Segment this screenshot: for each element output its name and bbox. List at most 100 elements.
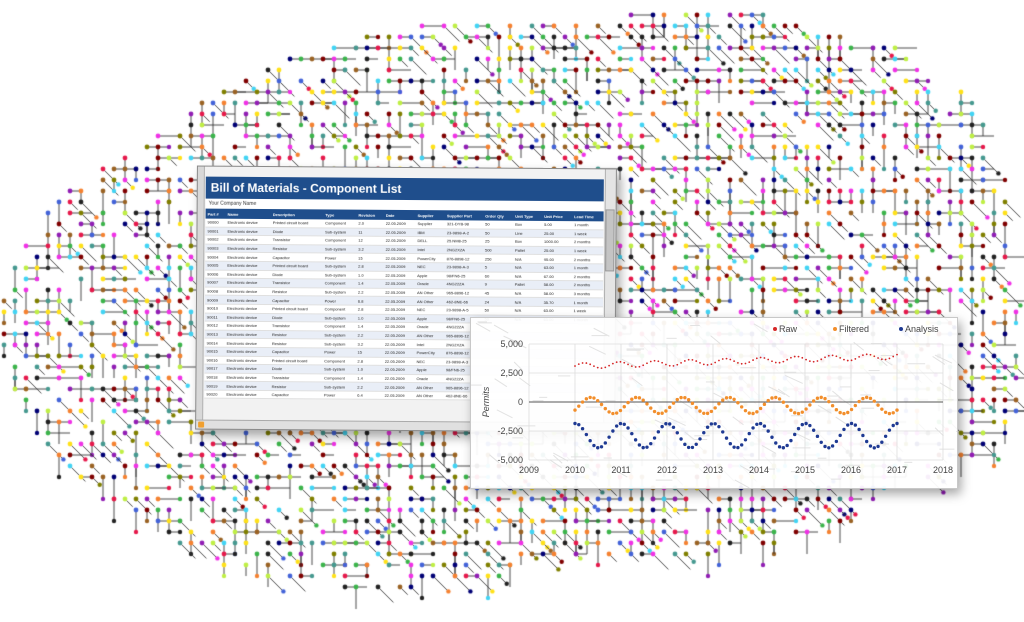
table-cell[interactable]: 90002 (205, 235, 226, 245)
table-cell[interactable]: 90005 (205, 261, 226, 270)
column-header[interactable]: Unit Price (542, 210, 573, 222)
table-cell[interactable]: 3.2 (356, 244, 384, 254)
table-cell[interactable]: Diode (270, 227, 324, 237)
table-cell[interactable]: 2.0 (356, 219, 384, 228)
table-cell[interactable]: Electronic device (225, 252, 271, 262)
table-cell[interactable]: 90016 (204, 355, 225, 365)
table-cell[interactable]: Apple (414, 314, 445, 323)
table-cell[interactable]: Component (322, 279, 356, 288)
table-cell[interactable]: 45 (482, 288, 513, 298)
table-cell[interactable]: Pallet (512, 280, 542, 290)
table-cell[interactable]: Printed circuit board (269, 356, 323, 366)
table-cell[interactable]: 90020 (204, 389, 225, 399)
table-cell[interactable]: 60 (482, 271, 513, 281)
table-cell[interactable]: 22.05.2009 (382, 322, 415, 332)
table-cell[interactable]: 90011 (204, 312, 225, 322)
table-cell[interactable]: Electronic device (224, 372, 270, 382)
table-cell[interactable]: Sub-system (323, 227, 357, 237)
table-cell[interactable]: 67.00 (541, 272, 572, 281)
table-cell[interactable]: N/A (512, 288, 542, 298)
table-cell[interactable]: Capacitor (270, 252, 323, 262)
table-cell[interactable]: 3.2 (355, 339, 383, 349)
table-cell[interactable]: Electronic device (224, 329, 271, 339)
table-cell[interactable]: Power (322, 253, 357, 263)
table-cell[interactable]: 1000.00 (541, 237, 572, 247)
table-cell[interactable]: Component (322, 356, 356, 366)
table-cell[interactable]: 90017 (204, 364, 225, 373)
table-cell[interactable]: 1.0 (355, 365, 383, 375)
table-cell[interactable]: 2 months (571, 237, 604, 247)
table-cell[interactable]: Sub-system (322, 339, 356, 349)
table-cell[interactable]: Sub-system (322, 365, 356, 374)
table-cell[interactable]: NEC (415, 262, 445, 272)
table-cell[interactable]: 25.00 (541, 246, 572, 256)
table-cell[interactable]: Resistor (269, 338, 323, 348)
table-cell[interactable]: Capacitor (270, 295, 323, 305)
table-cell[interactable]: Power (321, 390, 356, 400)
table-cell[interactable]: 1 month (571, 263, 604, 273)
table-cell[interactable]: 90018 (204, 372, 225, 382)
table-cell[interactable]: 22.05.2009 (383, 227, 416, 237)
table-cell[interactable]: Intel (415, 245, 445, 255)
table-cell[interactable]: Pallet (512, 246, 542, 255)
table-cell[interactable]: AN Other (414, 382, 444, 392)
table-cell[interactable]: 1 month (572, 221, 604, 230)
table-cell[interactable]: Capacitor (269, 390, 322, 400)
table-cell[interactable]: Diode (270, 313, 323, 323)
table-cell[interactable]: 22.05.2009 (382, 382, 415, 392)
table-cell[interactable]: 22.05.2009 (383, 305, 415, 315)
table-cell[interactable]: Supplier (415, 220, 445, 229)
table-cell[interactable]: Apple (415, 271, 445, 280)
table-cell[interactable]: 22.05.2009 (383, 270, 416, 280)
table-cell[interactable]: 23-9898-A-3 (444, 262, 483, 272)
table-cell[interactable]: 22.05.2009 (382, 374, 415, 383)
table-cell[interactable]: 9 (482, 280, 513, 289)
table-cell[interactable]: Resistor (269, 381, 323, 391)
table-cell[interactable]: 58.00 (541, 289, 572, 298)
table-cell[interactable]: 1 week (571, 306, 603, 316)
table-cell[interactable]: Transistor (270, 278, 323, 288)
table-cell[interactable]: 4NG22ZA (444, 279, 483, 289)
table-cell[interactable]: Line (513, 228, 543, 238)
column-header[interactable]: Unit Type (513, 210, 543, 221)
table-cell[interactable]: Electronic device (225, 244, 271, 253)
table-cell[interactable]: 90007 (205, 278, 226, 287)
table-cell[interactable]: 3 months (571, 289, 604, 299)
table-cell[interactable]: Box (512, 237, 543, 247)
table-cell[interactable]: 24 (482, 297, 513, 307)
table-cell[interactable]: 2 months (571, 255, 604, 264)
table-cell[interactable]: Printed circuit board (270, 304, 323, 314)
table-cell[interactable]: Box (513, 220, 543, 230)
table-cell[interactable]: 22.05.2009 (383, 253, 416, 263)
table-cell[interactable]: 1 month (571, 297, 604, 307)
table-cell[interactable]: 6.8 (355, 296, 384, 306)
table-cell[interactable]: 5.00 (542, 220, 573, 230)
table-cell[interactable]: 90010 (204, 304, 225, 313)
table-cell[interactable]: Diode (269, 364, 323, 374)
table-cell[interactable]: 90015 (204, 347, 225, 356)
table-cell[interactable]: 90019 (204, 381, 225, 391)
table-cell[interactable]: Electronic device (224, 295, 271, 305)
table-cell[interactable]: 22.05.2009 (383, 245, 416, 254)
table-cell[interactable]: Diode (270, 270, 323, 280)
table-cell[interactable]: NEC (414, 357, 444, 366)
column-header[interactable]: Supplier Part (444, 210, 484, 221)
table-cell[interactable]: 15 (355, 348, 383, 357)
table-cell[interactable]: Electronic device (224, 364, 270, 374)
table-cell[interactable]: 22.05.2009 (383, 296, 415, 306)
table-cell[interactable]: 1 week (571, 246, 604, 256)
table-cell[interactable]: 98/FN6-25 (444, 271, 483, 281)
table-cell[interactable]: 1.4 (355, 322, 384, 332)
column-header[interactable]: Part # (205, 208, 226, 219)
table-cell[interactable]: NEC (414, 305, 445, 315)
table-cell[interactable]: 500 (482, 245, 513, 255)
table-cell[interactable]: 90004 (205, 252, 226, 262)
column-header[interactable]: Revision (356, 209, 384, 220)
table-cell[interactable]: Capacitor (269, 347, 323, 357)
table-cell[interactable]: 2NG2XZA (444, 245, 483, 255)
table-cell[interactable]: AN Other (414, 391, 444, 401)
table-cell[interactable]: 22.05.2009 (382, 331, 415, 340)
table-cell[interactable]: AN Other (414, 288, 445, 298)
table-cell[interactable]: N/A (512, 306, 542, 315)
table-cell[interactable]: Power (322, 296, 356, 306)
